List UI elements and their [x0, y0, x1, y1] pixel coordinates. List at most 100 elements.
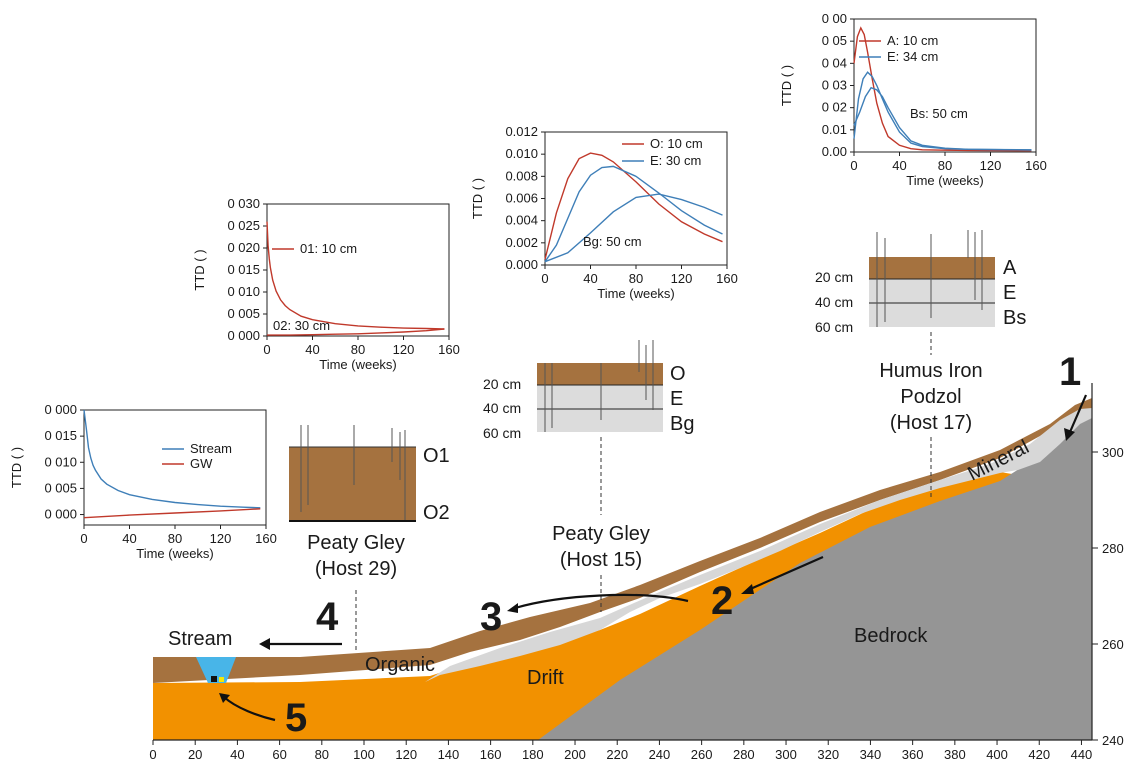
arrow-2 — [747, 555, 824, 592]
y-tick-label: 240 — [1102, 733, 1124, 748]
chart-ylabel: TTD ( ) — [192, 249, 207, 290]
chart-x-tick-label: 0 — [263, 342, 270, 357]
chart-x-tick-label: 0 — [80, 531, 87, 546]
y-tick-label: 260 — [1102, 637, 1124, 652]
chart-x-tick-label: 160 — [1025, 158, 1047, 173]
x-tick-label: 160 — [480, 747, 502, 762]
site-host17-name2: Podzol — [900, 386, 961, 408]
legend-label: E: 30 cm — [650, 153, 701, 168]
arrow-3 — [514, 593, 689, 610]
chart-x-tick-label: 40 — [122, 531, 136, 546]
chart-ylabel: TTD ( ) — [470, 178, 485, 219]
legend-label: GW — [190, 456, 213, 471]
site-host15-name: Peaty Gley — [552, 523, 650, 545]
host29-horizon-o2: O2 — [423, 502, 450, 524]
x-tick-label: 200 — [564, 747, 586, 762]
host17-depth-60: 60 cm — [815, 319, 853, 335]
bedrock-layer — [538, 416, 1092, 740]
chart-xlabel: Time (weeks) — [906, 173, 984, 188]
series-line-2 — [267, 328, 445, 336]
host17-horizon-e: E — [1003, 282, 1016, 304]
chart-y-tick-label: 0 020 — [227, 240, 260, 255]
stream-marker-yellow — [219, 677, 224, 682]
chart-y-tick-label: 0 05 — [822, 33, 847, 48]
x-tick-label: 60 — [272, 747, 286, 762]
marker-4: 4 — [316, 595, 339, 639]
host17-horizon-a: A — [1003, 257, 1017, 279]
drift-layer — [153, 472, 1012, 740]
chart-ylabel: TTD ( ) — [779, 65, 794, 106]
chart-x-tick-label: 160 — [716, 271, 738, 286]
x-tick-label: 360 — [902, 747, 924, 762]
chart-x-tick-label: 0 — [850, 158, 857, 173]
mineral-layer — [425, 408, 1092, 682]
chart-frame — [544, 131, 728, 266]
chart-x-tick-label: 120 — [980, 158, 1002, 173]
host15-roots — [544, 340, 654, 432]
host29-roots — [300, 425, 406, 520]
chart-y-tick-label: 0 010 — [44, 454, 77, 469]
arrow-1-head — [1064, 428, 1075, 441]
chart-xlabel: Time (weeks) — [597, 286, 675, 301]
chart-y-tick-label: 0 030 — [227, 196, 260, 211]
host15-horizon-bg: Bg — [670, 413, 694, 435]
chart-x-tick-label: 80 — [351, 342, 365, 357]
host15-depth-20: 20 cm — [483, 376, 521, 392]
x-tick-label: 0 — [149, 747, 156, 762]
label-stream: Stream — [168, 628, 232, 650]
host17-horizon-bs: Bs — [1003, 307, 1026, 329]
site-host29-host: (Host 29) — [315, 558, 397, 580]
site-host15-host: (Host 15) — [560, 549, 642, 571]
marker-5: 5 — [285, 696, 307, 740]
chart-x-tick-label: 80 — [168, 531, 182, 546]
host17-depth-20: 20 cm — [815, 269, 853, 285]
x-tick-label: 120 — [395, 747, 417, 762]
series-line-1 — [83, 409, 261, 509]
x-tick-label: 20 — [188, 747, 202, 762]
legend-label: 02: 30 cm — [273, 318, 330, 333]
chart-y-tick-label: 0 015 — [227, 262, 260, 277]
profile-host17: 20 cm 40 cm 60 cm A E Bs — [815, 230, 1026, 335]
chart-y-tick-label: 0 015 — [44, 428, 77, 443]
chart-frame — [83, 409, 267, 526]
chart-x-tick-label: 160 — [438, 342, 460, 357]
chart-frame — [853, 18, 1037, 153]
chart-xlabel: Time (weeks) — [136, 546, 214, 561]
ttd-chart-4: 0 40 80 120 160 0.00 0.01 0 02 0 03 0 04 0 05 0 00 T… — [779, 11, 1047, 188]
host17-a-block — [869, 257, 995, 279]
legend-label: E: 34 cm — [887, 49, 938, 64]
label-drift: Drift — [527, 667, 564, 689]
legend-label: A: 10 cm — [887, 33, 938, 48]
profile-host15: 20 cm 40 cm 60 cm O E Bg — [483, 340, 694, 441]
chart-x-tick-label: 40 — [892, 158, 906, 173]
host15-horizon-o: O — [670, 363, 686, 385]
x-tick-label: 220 — [606, 747, 628, 762]
x-tick-label: 440 — [1071, 747, 1093, 762]
x-tick-label: 180 — [522, 747, 544, 762]
label-bedrock: Bedrock — [854, 625, 928, 647]
ttd-chart-2: 0 40 80 120 160 0 000 0 005 0 010 0 015 0 020 0 02… — [192, 196, 460, 372]
y-axis-ticks: 300 280 260 240 — [1092, 445, 1124, 748]
chart-y-tick-label: 0 005 — [44, 480, 77, 495]
chart-y-tick-label: 0 010 — [227, 284, 260, 299]
cross-section: 0 20 40 60 80 100 120 140 160 180 200 220 240 260 280 3… — [149, 332, 1124, 762]
chart-frame — [266, 203, 450, 337]
legend-label: Stream — [190, 441, 232, 456]
arrow-1 — [1068, 394, 1088, 433]
chart-y-tick-label: 0.006 — [505, 191, 538, 206]
series-line-1 — [266, 221, 445, 330]
chart-y-tick-label: 0 02 — [822, 100, 847, 115]
series-line-3 — [853, 86, 1032, 151]
chart-xlabel: Time (weeks) — [319, 357, 397, 372]
host15-horizon-e: E — [670, 388, 683, 410]
chart-y-tick-label: 0 04 — [822, 55, 847, 70]
arrow-3-head — [507, 603, 518, 613]
legend-label: 01: 10 cm — [300, 241, 357, 256]
legend-label: Bs: 50 cm — [910, 106, 968, 121]
chart-y-tick-label: 0 000 — [44, 507, 77, 522]
series-line-2 — [544, 165, 723, 263]
site-host17-name: Humus Iron — [879, 360, 982, 382]
host15-depth-60: 60 cm — [483, 425, 521, 441]
chart-y-tick-label: 0.00 — [822, 144, 847, 159]
